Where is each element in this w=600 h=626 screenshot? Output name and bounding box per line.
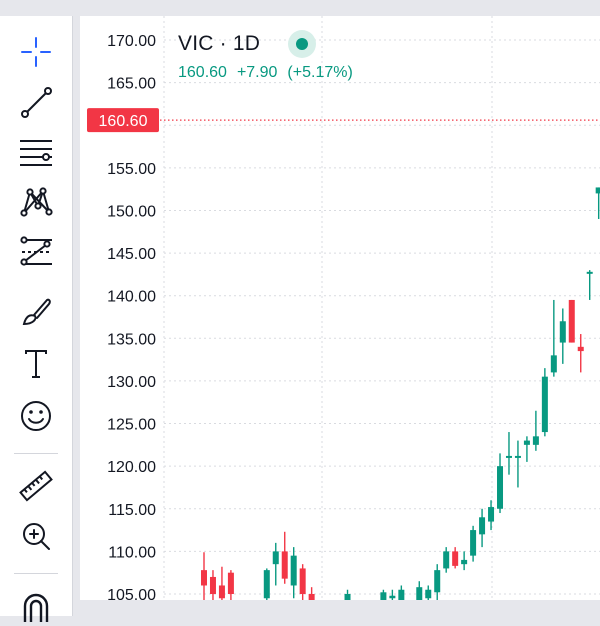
symbol-title[interactable]: VIC · 1D bbox=[178, 32, 261, 55]
market-status-icon bbox=[288, 30, 317, 58]
candle-body bbox=[380, 592, 387, 600]
candle-body bbox=[470, 530, 477, 556]
emoji-icon bbox=[21, 401, 51, 431]
price-tick-label: 115.00 bbox=[108, 502, 156, 519]
candle-body bbox=[227, 572, 234, 594]
candle-body bbox=[586, 271, 593, 274]
drawing-toolbar bbox=[0, 16, 73, 622]
candle-body bbox=[479, 517, 486, 535]
price-tick-label: 105.00 bbox=[107, 587, 156, 600]
candle-body bbox=[201, 570, 207, 586]
zoom-in-tool[interactable] bbox=[10, 514, 62, 558]
text-tool[interactable] bbox=[10, 342, 62, 386]
price-tick-label: 165.00 bbox=[107, 76, 156, 93]
candle-body bbox=[290, 555, 297, 586]
price-tick-label: 140.00 bbox=[107, 289, 156, 306]
zoom-in-icon bbox=[23, 523, 50, 550]
trend-line-icon bbox=[21, 87, 52, 118]
pattern-tool[interactable] bbox=[10, 180, 62, 224]
horizontal-lines-icon bbox=[20, 140, 52, 166]
candle-body bbox=[505, 455, 512, 458]
last-price-badge-label: 160.60 bbox=[99, 113, 148, 130]
candle-body bbox=[389, 595, 396, 599]
candle-body bbox=[541, 376, 548, 433]
price-tick-label: 120.00 bbox=[107, 459, 156, 476]
crosshair-tool[interactable] bbox=[10, 30, 62, 74]
brush-icon bbox=[22, 298, 51, 326]
candle-body bbox=[461, 559, 468, 565]
candle-body bbox=[398, 589, 405, 600]
candle-body bbox=[523, 440, 530, 445]
candle-body bbox=[344, 594, 351, 600]
candle-body bbox=[263, 570, 270, 599]
candle-body bbox=[568, 299, 575, 343]
crosshair-icon bbox=[21, 37, 51, 67]
ruler-icon bbox=[19, 470, 53, 502]
candle-body bbox=[209, 576, 216, 594]
candle-body bbox=[452, 551, 459, 566]
prediction-tool[interactable] bbox=[10, 230, 62, 274]
price-tick-label: 150.00 bbox=[107, 203, 156, 220]
price-tick-label: 145.00 bbox=[107, 246, 156, 263]
candlestick-chart[interactable]: 170.00 165.00 155.00 150.00 145.00 140.00 135.… bbox=[80, 16, 600, 600]
candle-body bbox=[443, 551, 450, 569]
candle-body bbox=[488, 507, 495, 522]
candle-body bbox=[299, 568, 306, 594]
price-tick-label: 135.00 bbox=[107, 331, 156, 348]
top-bar bbox=[0, 0, 600, 12]
price-change-percent: (+5.17%) bbox=[287, 64, 353, 81]
horizontal-lines-tool[interactable] bbox=[10, 130, 62, 174]
candle-body bbox=[595, 187, 600, 194]
candle-body bbox=[514, 455, 521, 458]
prediction-icon bbox=[20, 236, 52, 266]
ruler-tool[interactable] bbox=[10, 464, 62, 508]
candle-body bbox=[434, 570, 441, 593]
candle-body bbox=[577, 346, 584, 352]
magnet-tool[interactable] bbox=[10, 582, 62, 626]
toolbar-divider bbox=[14, 573, 58, 574]
candle-body bbox=[497, 466, 504, 509]
trend-line-tool[interactable] bbox=[10, 80, 62, 124]
candle-body bbox=[559, 321, 566, 343]
symbol-legend[interactable]: VIC · 1D bbox=[178, 30, 317, 58]
candle-body bbox=[425, 589, 432, 599]
candle-body bbox=[550, 355, 557, 373]
price-tick-label: 110.00 bbox=[108, 544, 156, 561]
last-price: 160.60 bbox=[178, 64, 227, 81]
emoji-tool[interactable] bbox=[10, 394, 62, 438]
brush-tool[interactable] bbox=[10, 290, 62, 334]
candle-body bbox=[281, 551, 288, 579]
price-tick-label: 170.00 bbox=[107, 33, 156, 50]
chart-pane[interactable]: 170.00 165.00 155.00 150.00 145.00 140.00 135.… bbox=[80, 16, 600, 600]
price-tick-label: 125.00 bbox=[107, 417, 156, 434]
price-change: +7.90 bbox=[236, 64, 278, 81]
candle-body bbox=[218, 585, 225, 599]
pattern-icon bbox=[20, 187, 53, 217]
candle-body bbox=[272, 551, 279, 565]
magnet-icon bbox=[23, 593, 49, 622]
price-tick-label: 130.00 bbox=[107, 374, 156, 391]
text-icon bbox=[25, 350, 47, 378]
price-quote: 160.60 +7.90 (+5.17%) bbox=[178, 64, 363, 82]
candle-body bbox=[308, 594, 315, 600]
candle-body bbox=[532, 436, 539, 445]
toolbar-divider bbox=[14, 453, 58, 454]
candle-body bbox=[416, 587, 423, 600]
last-price-badge bbox=[87, 108, 159, 133]
price-tick-label: 155.00 bbox=[107, 161, 156, 178]
